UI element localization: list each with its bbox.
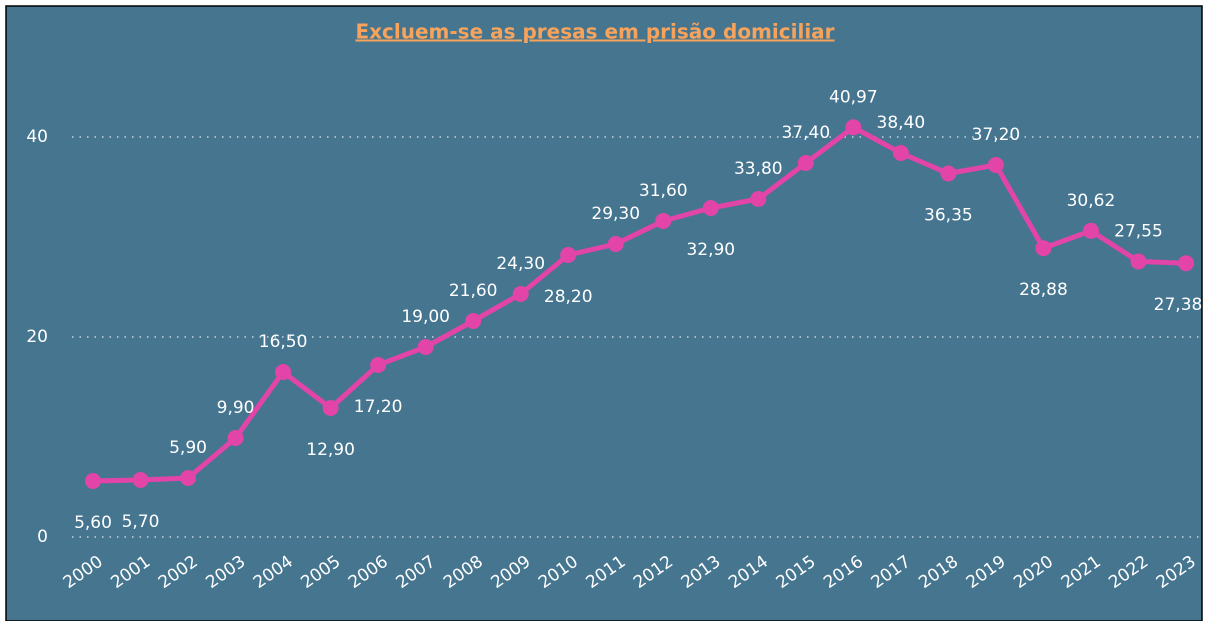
y-tick-label: 40 — [26, 127, 48, 147]
marker — [655, 213, 672, 229]
marker — [750, 191, 767, 207]
marker — [892, 145, 909, 161]
data-label: 33,80 — [734, 159, 783, 179]
plot-background — [5, 5, 1203, 621]
marker — [1082, 222, 1099, 239]
data-label: 27,38 — [1154, 295, 1203, 315]
marker — [417, 339, 434, 355]
data-label: 17,20 — [354, 397, 403, 417]
marker — [512, 286, 529, 302]
marker — [987, 157, 1004, 173]
marker — [1178, 255, 1194, 272]
marker — [85, 473, 101, 489]
chart-title: Excluem-se as presas em prisão domicilia… — [355, 20, 834, 44]
data-label: 30,62 — [1067, 191, 1116, 211]
data-label: 5,70 — [122, 512, 160, 532]
marker — [560, 247, 577, 263]
marker — [797, 155, 814, 171]
data-label: 5,90 — [169, 438, 207, 458]
data-label: 37,20 — [972, 125, 1021, 145]
y-tick-label: 20 — [26, 327, 48, 347]
data-label: 27,55 — [1114, 222, 1163, 242]
marker — [180, 470, 197, 486]
marker — [132, 472, 149, 488]
marker — [1035, 240, 1052, 257]
data-label: 40,97 — [829, 87, 878, 107]
data-label: 31,60 — [639, 181, 688, 201]
marker — [607, 236, 624, 252]
data-label: 29,30 — [591, 204, 640, 224]
data-label: 36,35 — [924, 206, 973, 226]
marker — [465, 313, 482, 329]
marker — [1130, 253, 1147, 270]
data-label: 24,30 — [496, 254, 545, 274]
data-label: 38,40 — [877, 113, 926, 133]
data-label: 16,50 — [259, 332, 308, 352]
data-label: 37,40 — [781, 123, 830, 143]
data-label: 32,90 — [686, 240, 735, 260]
data-label: 21,60 — [449, 281, 498, 301]
marker — [370, 357, 387, 373]
marker — [227, 430, 244, 446]
marker — [702, 200, 719, 216]
data-label: 5,60 — [74, 513, 112, 533]
marker — [940, 165, 957, 182]
line — [92, 124, 1187, 484]
data-label: 19,00 — [401, 307, 450, 327]
data-label: 28,20 — [544, 287, 593, 307]
marker — [845, 119, 862, 136]
data-label: 28,88 — [1019, 280, 1068, 300]
marker — [322, 400, 339, 416]
y-tick-label: 0 — [37, 527, 48, 547]
data-label: 9,90 — [217, 398, 255, 418]
data-label: 12,90 — [306, 440, 355, 460]
marker — [275, 364, 292, 380]
